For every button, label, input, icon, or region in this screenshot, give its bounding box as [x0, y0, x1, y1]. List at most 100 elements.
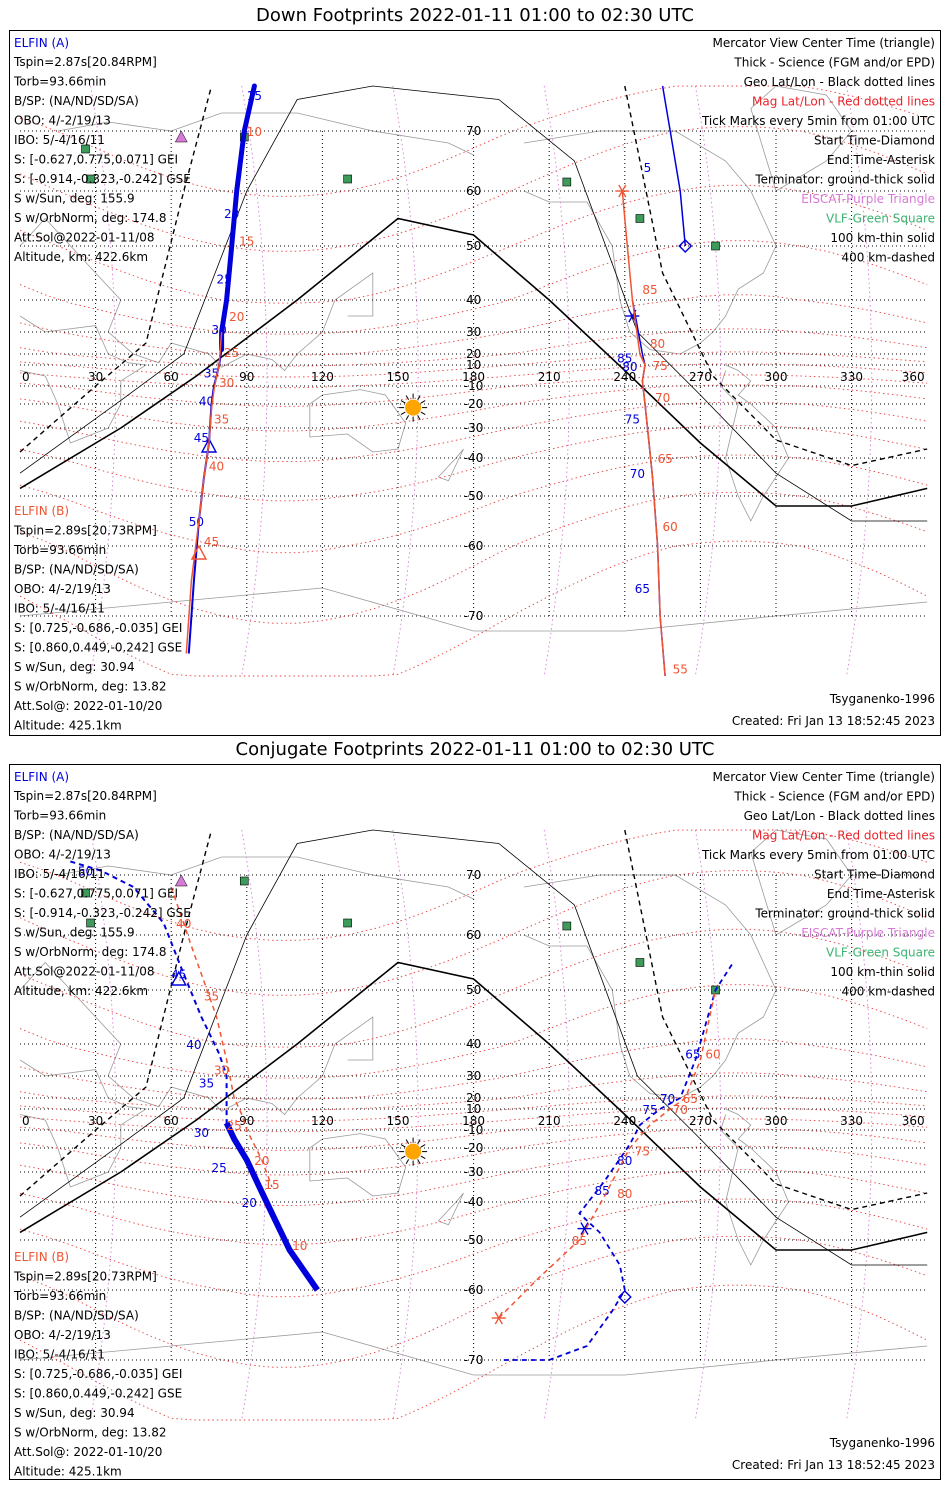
sun-ray: [417, 395, 421, 401]
elfin-b-info-line: Torb=93.66min: [13, 543, 106, 557]
terminator-ground: [19, 217, 928, 507]
legend-entry: Terminator: ground-thick solid: [754, 907, 935, 921]
sun-icon: [399, 393, 428, 422]
lat-tick-label: 50: [466, 983, 481, 997]
elfin-a-name: ELFIN (A): [14, 36, 69, 50]
terminator-100km: [19, 85, 928, 522]
terminator-ground: [19, 961, 928, 1251]
mag-parallel: [19, 328, 928, 367]
center-triangle: [200, 437, 218, 453]
mag-parallel: [19, 1235, 928, 1368]
sun-ray: [400, 1155, 406, 1160]
down-footprints-panel: 0 30 60 90 120 150 180 210 240 270 300 330 360 70 60 50…: [9, 30, 941, 736]
mag-parallel: [19, 401, 928, 463]
time-tick-label: 60: [705, 1048, 720, 1062]
lat-tick-label: -60: [464, 1283, 484, 1297]
time-tick-label: 20: [224, 207, 239, 221]
vlf-station-square: [562, 177, 572, 187]
lon-tick-label: 180: [462, 1114, 485, 1128]
time-tick-label: 15: [264, 1178, 279, 1192]
time-tick-label: 65: [635, 582, 650, 596]
mag-meridian: [846, 85, 873, 677]
time-tick-label: 5: [644, 161, 652, 175]
time-tick-label: 20: [229, 310, 244, 324]
panel-title: Down Footprints 2022-01-11 01:00 to 02:3…: [256, 5, 694, 26]
lat-tick-label: -40: [464, 451, 484, 465]
elfin-a-info-line: B/SP: (NA/ND/SD/SA): [14, 828, 139, 842]
lat-tick-label: 40: [466, 1037, 481, 1051]
lat-tick-label: -70: [464, 1353, 484, 1367]
coastline: [720, 364, 790, 522]
conjugate-footprints-map: 0 30 60 90 120 150 180 210 240 270 300 330 360706050…: [13, 770, 935, 1479]
elfin-b-info: ELFIN (B) Tspin=2.89s[20.73RPM] Torb=93.66…: [13, 504, 182, 733]
sun-ray: [405, 1159, 410, 1164]
lon-tick-label: 300: [765, 1114, 788, 1128]
elfin-a-info-line: S w/OrbNorm, deg: 174.8: [14, 211, 166, 225]
time-tick-label: 70: [630, 467, 645, 481]
elfin-b-info-line: S: [0.860,0.449,-0.242] GSE: [14, 641, 182, 655]
mag-meridian: [241, 85, 268, 677]
start-diamond: [617, 1290, 632, 1304]
legend-entry: Thick - Science (FGM and/or EPD): [733, 790, 935, 804]
elfin-a-info-line: OBO: 4/-2/19/13: [14, 848, 111, 862]
lat-tick-label: 10: [466, 1102, 481, 1116]
panel-title: Conjugate Footprints 2022-01-11 01:00 to…: [235, 739, 715, 760]
lon-tick-labels: 0 30 60 90 120 150 180 210 240 270 300 330 360: [22, 370, 925, 384]
time-tick-label: 35: [204, 367, 219, 381]
sun-ray: [405, 395, 410, 401]
lat-tick-label: -50: [464, 489, 484, 503]
elfin-a-info-line: IBO: 5/-4/16/11: [14, 867, 105, 881]
sun-ray: [420, 411, 426, 416]
time-tick-label: 25: [227, 1119, 242, 1133]
legend-entry: 100 km-thin solid: [830, 231, 935, 245]
time-tick-label: 40: [186, 1038, 201, 1052]
lon-tick-label: 240: [613, 1114, 636, 1128]
time-tick-label: 85: [617, 351, 632, 365]
lat-tick-label: 60: [466, 928, 481, 942]
lat-tick-label: 20: [466, 347, 481, 361]
track-1: 30 25 20: [194, 1121, 320, 1292]
time-tick-label: 15: [247, 89, 262, 103]
time-tick-label: 30: [214, 1064, 229, 1078]
footprint-track: [223, 1121, 320, 1292]
time-tick-label: 70: [660, 1092, 675, 1106]
lon-tick-label: 60: [164, 370, 179, 384]
time-tick-label: 80: [650, 337, 665, 351]
lon-tick-labels: 0 30 60 90 120 150 180 210 240 270 300 330 360: [22, 1114, 925, 1128]
time-tick-label: 80: [617, 1187, 632, 1201]
lon-tick-label: 330: [840, 1114, 863, 1128]
start-diamond: [678, 239, 693, 253]
legend-entry: Mag Lat/Lon - Red dotted lines: [752, 829, 935, 843]
elfin-b-info-line: Altitude: 425.1km: [14, 719, 122, 733]
elfin-b-info-line: Tspin=2.89s[20.73RPM]: [13, 1270, 157, 1284]
elfin-a-name: ELFIN (A): [14, 770, 69, 784]
elfin-b-info-line: IBO: 5/-4/16/11: [14, 602, 105, 616]
legend-entry: VLF-Green Square: [826, 212, 935, 226]
elfin-a-info: ELFIN (A) Tspin=2.87s[20.84RPM] Torb=93.66…: [13, 770, 191, 998]
terminator-400km: [19, 85, 213, 453]
time-tick-label: 40: [176, 917, 191, 931]
lon-tick-label: 0: [22, 370, 30, 384]
terminator-400km: [624, 85, 928, 467]
terminator-100km: [19, 829, 928, 1266]
elfin-b-info-line: S: [0.860,0.449,-0.242] GSE: [14, 1387, 182, 1401]
time-tick-label: 65: [685, 1048, 700, 1062]
coastline: [438, 1192, 464, 1226]
sun-ray: [420, 1144, 426, 1148]
elfin-b-info-line: S: [0.725,-0.686,-0.035] GEI: [14, 621, 182, 635]
legend-entry: 400 km-dashed: [841, 251, 935, 265]
elfin-a-info-line: Tspin=2.87s[20.84RPM]: [13, 789, 157, 803]
lon-tick-label: 90: [239, 1114, 254, 1128]
elfin-b-info-line: Torb=93.66min: [13, 1289, 106, 1303]
lat-tick-label: 50: [466, 239, 481, 253]
down-footprints-map: 0 30 60 90 120 150 180 210 240 270 300 330 360706050…: [13, 36, 935, 733]
lon-tick-label: 270: [689, 370, 712, 384]
mag-grid: [19, 85, 928, 677]
coastline: [309, 1133, 407, 1197]
mag-meridian: [392, 829, 419, 1421]
lat-tick-label: 30: [466, 325, 481, 339]
